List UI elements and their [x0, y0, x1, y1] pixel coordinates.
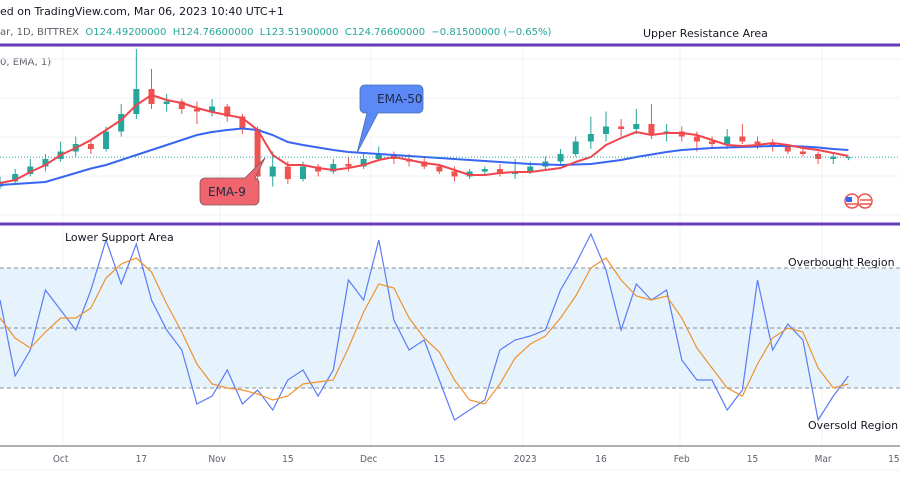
time-tick-label: Feb	[674, 454, 690, 465]
time-tick-label: 15	[434, 454, 445, 465]
candle-body	[148, 89, 155, 104]
candle-body	[269, 166, 276, 177]
candle-body	[436, 166, 443, 172]
candle-body	[648, 124, 655, 134]
time-axis: Oct 17 Nov 15 Dec 15 2023 16 Feb 15 Mar 15	[53, 454, 900, 465]
oscillator-slow-line	[0, 257, 849, 405]
candle-body	[739, 136, 746, 142]
candle-body	[527, 166, 534, 172]
candle-body	[603, 126, 609, 134]
time-tick-label: Mar	[815, 454, 832, 465]
candle-body	[587, 134, 594, 142]
oscillator-levels	[0, 267, 900, 389]
candle-body	[118, 114, 125, 132]
ema50-callout-text: EMA-50	[377, 92, 422, 106]
candle-body	[830, 156, 837, 159]
candle-body	[209, 106, 216, 112]
time-tick-label: 15	[888, 454, 899, 465]
lower-support-label: Lower Support Area	[65, 231, 174, 244]
candle-body	[815, 154, 822, 159]
time-tick-label: Dec	[360, 454, 377, 465]
overbought-label: Overbought Region	[788, 256, 895, 269]
candle-body	[693, 136, 700, 142]
upper-resistance-label: Upper Resistance Area	[643, 27, 768, 40]
candle-body	[300, 166, 306, 179]
candle-body	[709, 141, 716, 144]
candle-body	[178, 101, 185, 109]
time-tick-label: 16	[595, 454, 607, 465]
candle-body	[284, 166, 291, 179]
flag-icon	[844, 193, 873, 209]
ema9-callout: EMA-9	[199, 157, 266, 206]
candle-body	[784, 146, 791, 152]
candle-body	[724, 136, 731, 144]
candle-body	[496, 169, 503, 174]
ohlc-legend: ar, 1D, BITTREX O124.49200000 H124.76600…	[0, 27, 551, 38]
time-tick-label: 15	[747, 454, 758, 465]
time-tick-label: 2023	[514, 454, 537, 465]
candle-body	[572, 141, 579, 154]
candle-body	[254, 129, 261, 177]
ema50-line	[0, 127, 849, 186]
time-tick-label: Nov	[208, 454, 226, 465]
ema9-line	[0, 93, 849, 184]
candle-body	[133, 89, 140, 114]
indicator-label: 0, EMA, 1)	[0, 57, 52, 68]
published-caption: ed on TradingView.com, Mar 06, 2023 10:4…	[0, 5, 284, 18]
close-value: C124.76600000	[344, 27, 426, 38]
candle-body	[193, 109, 200, 112]
candle-body	[481, 169, 488, 172]
candle-body	[633, 124, 640, 129]
time-tick-label: 15	[282, 454, 293, 465]
candle-body	[87, 144, 94, 149]
candle-body	[224, 106, 231, 117]
candle-body	[345, 164, 352, 167]
candles	[0, 49, 852, 189]
oversold-label: Oversold Region	[808, 419, 898, 432]
candle-body	[163, 101, 170, 104]
symbol-label: ar, 1D, BITTREX	[0, 27, 79, 38]
candle-body	[360, 159, 367, 167]
candle-body	[754, 141, 761, 144]
candle-body	[103, 131, 110, 149]
candle-body	[451, 171, 458, 177]
candle-body	[330, 164, 337, 172]
ema50-callout: EMA-50	[356, 84, 424, 154]
candle-body	[27, 166, 34, 174]
open-value: O124.49200000	[85, 27, 167, 38]
candle-body	[557, 154, 564, 162]
candle-body	[799, 151, 806, 154]
candle-body	[42, 159, 49, 167]
candle-body	[12, 174, 19, 182]
candle-body	[239, 116, 246, 129]
time-tick-label: Oct	[53, 454, 69, 465]
ema9-callout-text: EMA-9	[208, 185, 246, 199]
candle-body	[375, 154, 382, 159]
low-value: L123.51900000	[259, 27, 339, 38]
candle-body	[618, 126, 625, 129]
high-value: H124.76600000	[172, 27, 254, 38]
time-tick-label: 17	[136, 454, 147, 465]
change-value: −0.81500000 (−0.65%)	[431, 27, 552, 38]
candle-body	[845, 157, 852, 159]
